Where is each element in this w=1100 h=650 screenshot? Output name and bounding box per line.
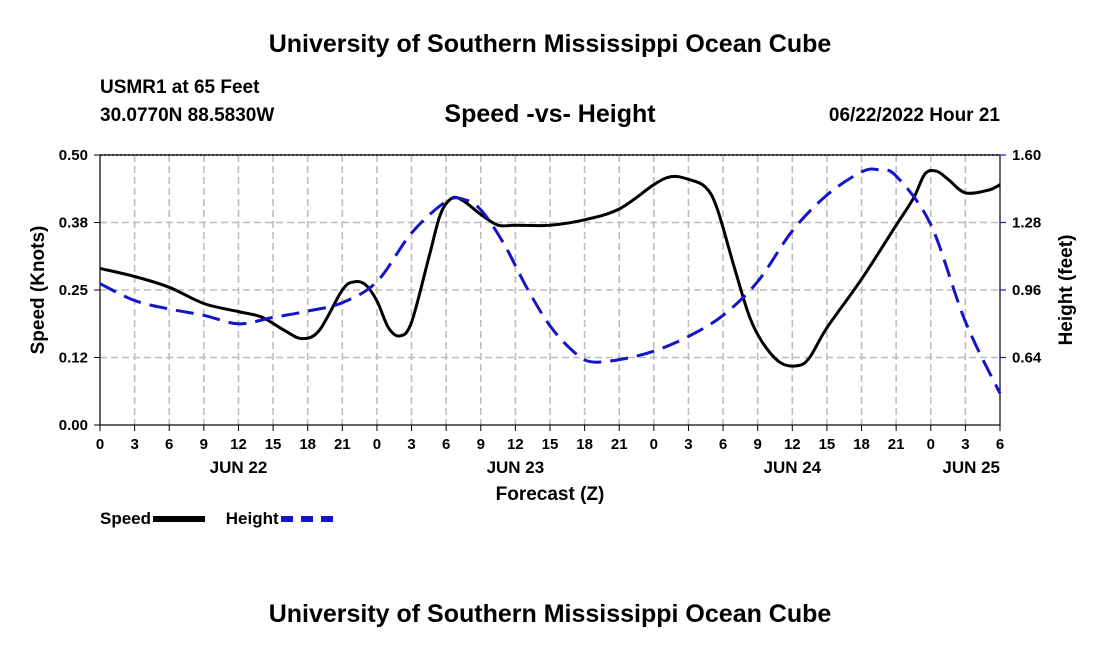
y-tick-label: 0.12 [59,350,88,367]
x-tick-label: 0 [373,436,381,453]
x-tick-label: 0 [927,436,935,453]
x-tick-label: 6 [442,436,450,453]
legend-swatch-speed [153,516,206,522]
x-tick-label: 12 [230,436,247,453]
page-title: University of Southern Mississippi Ocean… [268,30,832,58]
x-tick-label: 21 [888,436,905,453]
axis-ticks: 0 3 6 9 12 15 18 21 0 3 6 9 12 15 18 21 0 3 6 9 12 15 18 21 0 3 6 J… [59,147,1042,477]
x-tick-label: 3 [130,436,138,453]
y-axis-label: Speed (Knots) [28,226,49,355]
legend-label-speed: Speed [100,509,152,528]
x-tick-label: 3 [961,436,969,453]
x-tick-label: 21 [334,436,351,453]
y-tick-label: 0.00 [59,417,88,434]
station-label: USMR1 at 65 Feet [100,77,260,98]
date-label: JUN 25 [942,458,1000,477]
date-label: JUN 22 [210,458,268,477]
x-tick-label: 12 [784,436,801,453]
y-tick-label: 0.50 [59,147,88,164]
series-lines [99,167,1002,395]
x-tick-label: 18 [853,436,870,453]
x-tick-label: 9 [477,436,485,453]
y2-tick-label: 1.60 [1012,147,1041,164]
series-line-height [99,167,1002,395]
footer-title: University of Southern Mississippi Ocean… [268,600,832,628]
y2-tick-label: 0.64 [1012,350,1042,367]
y2-tick-label: 1.28 [1012,215,1041,232]
grid [100,155,1000,425]
x-tick-label: 18 [299,436,316,453]
x-tick-label: 21 [611,436,628,453]
legend-label-height: Height [225,509,279,528]
chart-legend: Speed Height [100,509,349,529]
chart-title: Speed -vs- Height [444,100,656,128]
x-tick-label: 6 [719,436,727,453]
x-tick-label: 6 [165,436,173,453]
x-axis-label: Forecast (Z) [496,484,605,505]
x-tick-label: 6 [996,436,1004,453]
x-tick-label: 9 [200,436,208,453]
legend-item-height: Height [226,509,333,529]
legend-item-speed: Speed [100,509,206,529]
series-line-speed [99,168,1001,368]
date-label: JUN 24 [763,458,821,477]
y2-axis-label: Height (feet) [1056,235,1077,346]
y-tick-label: 0.38 [59,215,88,232]
x-tick-label: 18 [576,436,593,453]
x-tick-label: 3 [684,436,692,453]
x-tick-label: 0 [96,436,104,453]
legend-swatch-height [280,516,333,522]
forecast-timestamp: 06/22/2022 Hour 21 [828,105,1000,126]
date-label: JUN 23 [487,458,545,477]
x-tick-label: 15 [819,436,836,453]
y2-tick-label: 0.96 [1012,282,1041,299]
y-tick-label: 0.25 [59,282,88,299]
coordinates-label: 30.0770N 88.5830W [100,105,275,126]
x-tick-label: 9 [754,436,762,453]
x-tick-label: 15 [265,436,282,453]
x-tick-label: 3 [407,436,415,453]
x-tick-label: 12 [507,436,524,453]
x-tick-label: 0 [650,436,658,453]
x-tick-label: 15 [542,436,559,453]
